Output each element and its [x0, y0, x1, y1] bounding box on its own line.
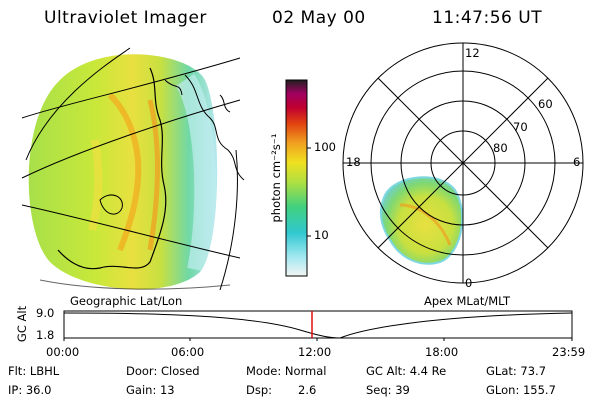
dsp-label: Dsp:	[246, 383, 273, 397]
altitude-timeline	[63, 310, 573, 341]
colorbar-tick-10: 10	[314, 228, 329, 242]
mlt-label-18: 18	[346, 155, 361, 169]
date-label: 02 May 00	[272, 8, 366, 28]
mlat-label-70: 70	[513, 120, 528, 134]
mlt-label-6: 6	[573, 155, 581, 169]
glon-readout: GLon: 155.7	[486, 383, 556, 397]
mlat-label-60: 60	[538, 97, 553, 111]
timeline-ytick-1-8: 1.8	[36, 328, 55, 342]
seq-readout: Seq: 39	[366, 383, 410, 397]
timeline-xtick-0000: 00:00	[46, 345, 80, 359]
gain-readout: Gain: 13	[126, 383, 175, 397]
mlt-label-12: 12	[465, 46, 480, 60]
colorbar-unit-label: photon cm⁻²s⁻¹	[269, 133, 283, 223]
filter-readout: Flt: LBHL	[8, 364, 60, 378]
timeline-xtick-1800: 18:00	[425, 345, 459, 359]
left-panel-caption: Geographic Lat/Lon	[70, 294, 183, 308]
time-label: 11:47:56 UT	[432, 8, 543, 28]
glat-readout: GLat: 73.7	[486, 364, 547, 378]
timeline-xtick-1200: 12:00	[298, 345, 332, 359]
mlt-label-0: 0	[465, 276, 473, 290]
polar-plot	[342, 42, 584, 284]
colorbar-tick-100: 100	[314, 140, 336, 154]
timeline-xtick-0600: 06:00	[171, 345, 205, 359]
timeline-xtick-2359: 23:59	[552, 345, 586, 359]
mode-readout: Mode: Normal	[246, 364, 327, 378]
mlat-label-80: 80	[493, 141, 508, 155]
right-panel-caption: Apex MLat/MLT	[424, 294, 511, 308]
timeline-ytick-9: 9.0	[36, 306, 55, 320]
door-readout: Door: Closed	[126, 364, 200, 378]
timeline-ylabel: GC Alt	[15, 305, 30, 343]
colorbar	[285, 79, 311, 277]
gc-alt-readout: GC Alt: 4.4 Re	[366, 364, 447, 378]
instrument-title: Ultraviolet Imager	[44, 8, 207, 28]
ip-readout: IP: 36.0	[8, 383, 52, 397]
dsp-value: 2.6	[298, 383, 317, 397]
geographic-image	[21, 47, 245, 291]
